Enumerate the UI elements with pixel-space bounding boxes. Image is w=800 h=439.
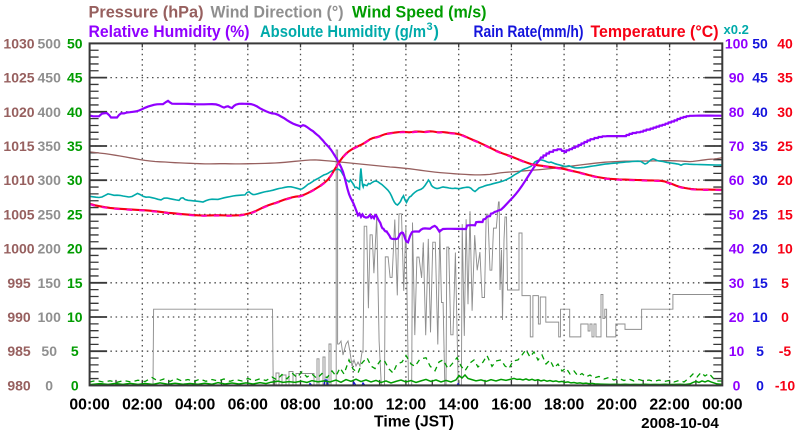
svg-text:Wind Speed (m/s): Wind Speed (m/s) <box>352 4 487 22</box>
svg-text:10: 10 <box>777 241 793 257</box>
svg-text:50: 50 <box>752 35 768 51</box>
svg-text:1030: 1030 <box>3 35 34 51</box>
svg-text:30: 30 <box>67 172 83 188</box>
svg-text:10: 10 <box>729 343 745 359</box>
svg-text:12:00: 12:00 <box>386 397 427 414</box>
svg-text:Wind Direction (°): Wind Direction (°) <box>211 4 344 22</box>
svg-text:10: 10 <box>752 309 768 325</box>
svg-text:80: 80 <box>729 104 745 120</box>
svg-text:40: 40 <box>729 241 745 257</box>
svg-text:Absolute Humidity (g/m: Absolute Humidity (g/m <box>260 23 426 41</box>
svg-text:350: 350 <box>38 138 62 154</box>
svg-text:0: 0 <box>733 377 741 393</box>
svg-text:04:00: 04:00 <box>175 397 216 414</box>
svg-text:14:00: 14:00 <box>438 397 479 414</box>
svg-text:980: 980 <box>7 377 31 393</box>
svg-text:18:00: 18:00 <box>544 397 585 414</box>
svg-text:5: 5 <box>71 343 79 359</box>
svg-text:30: 30 <box>752 172 768 188</box>
svg-text:06:00: 06:00 <box>228 397 269 414</box>
svg-text:00:00: 00:00 <box>69 397 110 414</box>
svg-text:50: 50 <box>41 343 57 359</box>
svg-text:x0.2: x0.2 <box>724 22 749 37</box>
svg-text:35: 35 <box>67 138 83 154</box>
svg-text:25: 25 <box>67 206 83 222</box>
svg-text:45: 45 <box>67 70 83 86</box>
svg-text:08:00: 08:00 <box>280 397 321 414</box>
svg-text:Pressure (hPa): Pressure (hPa) <box>89 4 204 22</box>
svg-text:450: 450 <box>38 70 62 86</box>
svg-text:16:00: 16:00 <box>491 397 532 414</box>
svg-text:500: 500 <box>38 35 62 51</box>
svg-text:5: 5 <box>781 275 789 291</box>
svg-text:15: 15 <box>67 275 83 291</box>
svg-text:): ) <box>434 23 439 41</box>
svg-text:Temperature (°C): Temperature (°C) <box>591 23 719 41</box>
svg-text:45: 45 <box>752 70 768 86</box>
svg-text:30: 30 <box>729 275 745 291</box>
svg-text:22:00: 22:00 <box>649 397 690 414</box>
svg-text:35: 35 <box>777 70 793 86</box>
svg-text:150: 150 <box>38 275 62 291</box>
svg-text:15: 15 <box>777 206 793 222</box>
svg-text:3: 3 <box>427 21 433 33</box>
svg-text:0: 0 <box>71 377 79 393</box>
svg-text:40: 40 <box>752 104 768 120</box>
svg-text:0: 0 <box>781 309 789 325</box>
svg-text:35: 35 <box>752 138 768 154</box>
svg-text:50: 50 <box>67 35 83 51</box>
svg-text:990: 990 <box>7 309 31 325</box>
svg-text:90: 90 <box>729 70 745 86</box>
svg-text:02:00: 02:00 <box>122 397 163 414</box>
svg-text:00:00: 00:00 <box>702 397 743 414</box>
svg-text:70: 70 <box>729 138 745 154</box>
svg-text:995: 995 <box>7 275 31 291</box>
svg-text:1020: 1020 <box>3 104 34 120</box>
svg-text:60: 60 <box>729 172 745 188</box>
svg-text:40: 40 <box>67 104 83 120</box>
svg-text:Relative Humidity (%): Relative Humidity (%) <box>89 23 250 41</box>
svg-text:20: 20 <box>67 241 83 257</box>
svg-text:300: 300 <box>38 172 62 188</box>
svg-text:25: 25 <box>777 138 793 154</box>
svg-text:5: 5 <box>756 343 764 359</box>
svg-text:985: 985 <box>7 343 31 359</box>
svg-text:1015: 1015 <box>3 138 34 154</box>
svg-text:50: 50 <box>729 206 745 222</box>
svg-text:400: 400 <box>38 104 62 120</box>
svg-text:30: 30 <box>777 104 793 120</box>
svg-text:1010: 1010 <box>3 172 34 188</box>
svg-text:10: 10 <box>67 309 83 325</box>
svg-text:-10: -10 <box>775 377 795 393</box>
svg-text:1000: 1000 <box>3 241 34 257</box>
svg-text:0: 0 <box>756 377 764 393</box>
svg-text:200: 200 <box>38 241 62 257</box>
svg-text:0: 0 <box>45 377 53 393</box>
svg-text:20: 20 <box>729 309 745 325</box>
svg-text:2008-10-04: 2008-10-04 <box>641 415 719 432</box>
svg-text:40: 40 <box>777 35 793 51</box>
svg-text:Rain Rate(mm/h): Rain Rate(mm/h) <box>474 23 584 41</box>
svg-text:Time (JST): Time (JST) <box>374 414 454 431</box>
svg-text:20: 20 <box>777 172 793 188</box>
svg-text:-5: -5 <box>779 343 792 359</box>
svg-text:15: 15 <box>752 275 768 291</box>
svg-text:25: 25 <box>752 206 768 222</box>
svg-text:20: 20 <box>752 241 768 257</box>
svg-text:250: 250 <box>38 206 62 222</box>
svg-text:1005: 1005 <box>3 206 34 222</box>
svg-text:100: 100 <box>38 309 62 325</box>
svg-text:10:00: 10:00 <box>333 397 374 414</box>
svg-text:1025: 1025 <box>3 70 34 86</box>
svg-text:100: 100 <box>725 35 749 51</box>
svg-text:20:00: 20:00 <box>597 397 638 414</box>
